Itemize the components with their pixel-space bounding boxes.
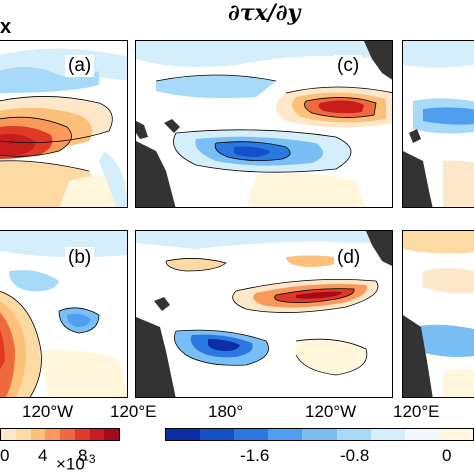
- colorbar-left-tick-0: 0: [0, 446, 10, 465]
- colorbar-right-segment-0: [166, 429, 201, 440]
- colorbar-right-segment-4: [302, 429, 337, 440]
- colorbar-multiplier-exponent: -3: [84, 452, 96, 466]
- colorbar-left-multiplier: ×10-3: [56, 452, 96, 475]
- map-panel-right-top: [402, 40, 474, 208]
- x-tick-middle-120e: 120°E: [110, 402, 157, 421]
- colorbar-right-segment-3: [268, 429, 303, 440]
- colorbar-left-tick-4: 4: [38, 446, 48, 465]
- x-tick-middle-180: 180°: [208, 402, 244, 421]
- colorbar-right-segment-8: [438, 429, 473, 440]
- map-panel-b: (b): [0, 230, 128, 398]
- colorbar-right-segment-7: [404, 429, 439, 440]
- panel-right-bottom-field: [403, 231, 474, 397]
- map-panel-a: (a): [0, 40, 128, 208]
- map-panel-right-bottom: [402, 230, 474, 398]
- colorbar-right-tick-neg1-6: -1.6: [240, 446, 270, 465]
- left-title-fragment: x: [0, 16, 12, 38]
- colorbar-left-segment-5: [74, 429, 90, 440]
- center-title: ∂τx/∂y: [228, 0, 301, 26]
- panel-c-field: [136, 41, 392, 207]
- colorbar-left: [0, 428, 120, 441]
- panel-label-d: (d): [334, 247, 364, 269]
- panel-b-field: [0, 231, 127, 397]
- colorbar-multiplier-text: ×10: [56, 454, 85, 474]
- colorbar-left-segment-2: [30, 429, 46, 440]
- panel-label-a: (a): [65, 55, 95, 77]
- x-tick-right-120e: 120°E: [393, 402, 440, 421]
- colorbar-left-segment-6: [89, 429, 105, 440]
- x-tick-middle-120w: 120°W: [305, 402, 357, 421]
- colorbar-right-segment-6: [370, 429, 405, 440]
- colorbar-left-segment-3: [45, 429, 60, 440]
- colorbar-left-segment-4: [60, 429, 75, 440]
- colorbar-left-tick-8: 8: [78, 446, 88, 465]
- colorbar-right-segment-1: [200, 429, 235, 440]
- colorbar-right-segment-5: [336, 429, 371, 440]
- panel-right-top-field: [403, 41, 474, 207]
- colorbar-left-segment-0: [1, 429, 16, 440]
- panel-label-b: (b): [65, 247, 95, 269]
- map-panel-c: (c): [135, 40, 393, 208]
- panel-a-field: [0, 41, 127, 207]
- x-tick-left-120w: 120°W: [22, 402, 74, 421]
- colorbar-right: [165, 428, 474, 441]
- colorbar-right-tick-neg0-8: -0.8: [340, 446, 370, 465]
- colorbar-left-segment-1: [15, 429, 31, 440]
- colorbar-right-segment-2: [234, 429, 269, 440]
- colorbar-left-segment-7: [104, 429, 119, 440]
- panel-label-c: (c): [334, 55, 363, 77]
- map-panel-d: (d): [135, 230, 393, 398]
- colorbar-right-tick-0: 0: [442, 446, 452, 465]
